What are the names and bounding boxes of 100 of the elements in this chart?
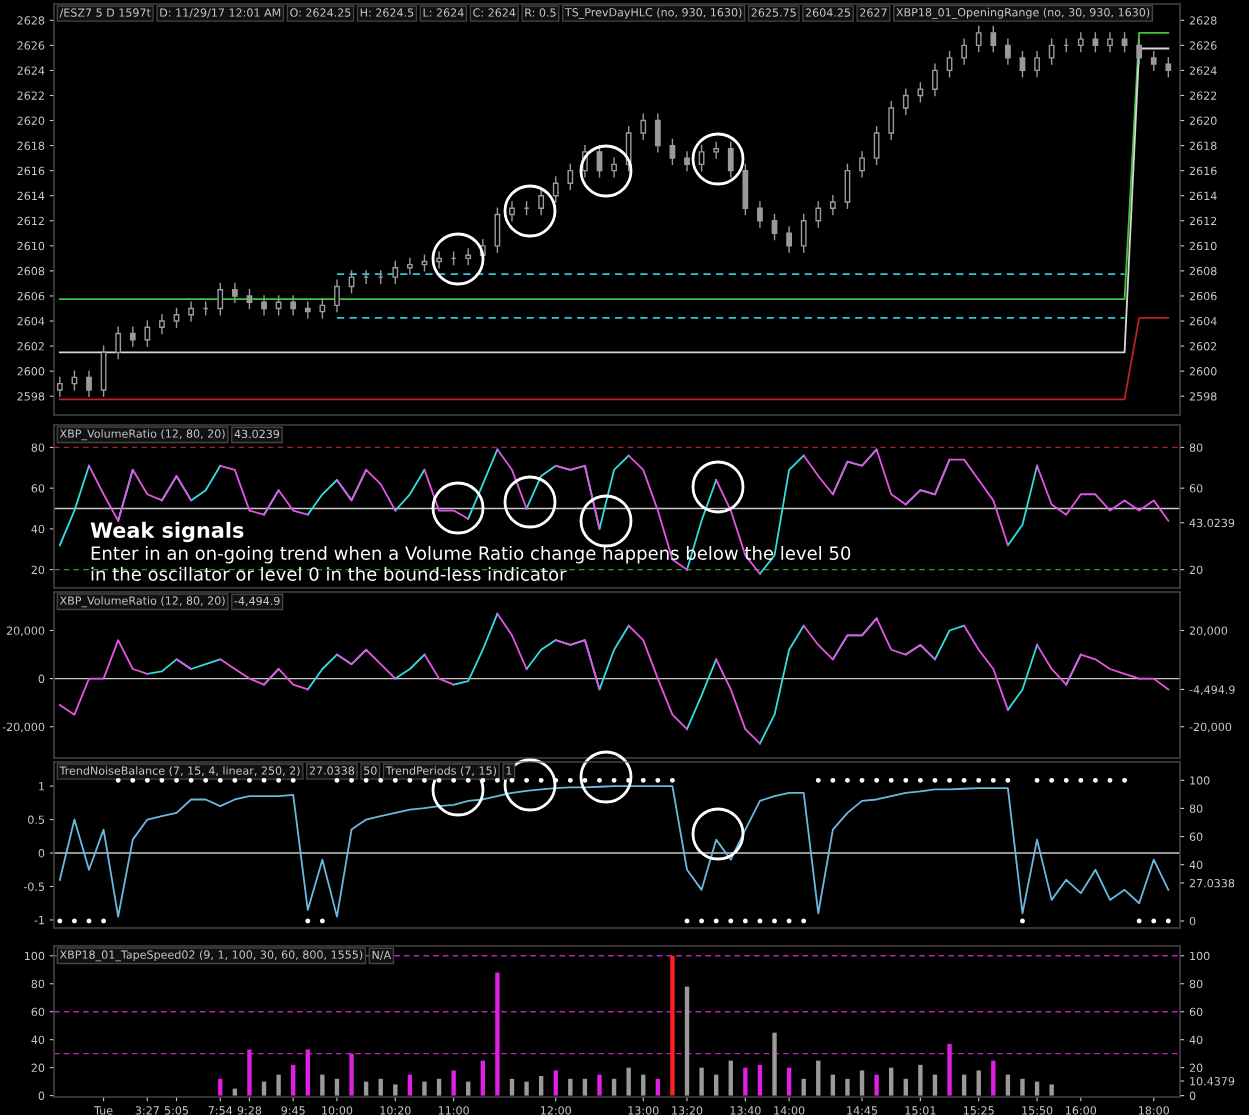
bar	[538, 1076, 544, 1096]
candlestick	[829, 195, 836, 216]
x-tick-label: 15:50	[1022, 1106, 1053, 1115]
candlestick	[319, 298, 326, 319]
bar	[699, 1067, 704, 1096]
candlestick	[56, 376, 63, 397]
candlestick	[407, 257, 413, 275]
y-tick-label: 2612	[1189, 216, 1217, 226]
candlestick	[917, 82, 924, 103]
candlestick	[727, 141, 734, 178]
y-tick-label: -0.5	[23, 882, 44, 891]
bar	[874, 1074, 879, 1096]
bar	[786, 1067, 792, 1096]
candlestick	[348, 270, 355, 294]
bar	[363, 1081, 369, 1096]
bar	[349, 1053, 354, 1096]
candlestick	[538, 188, 545, 216]
y2-tick-label: 27.0338	[1189, 878, 1235, 888]
bar	[568, 1078, 573, 1096]
candlestick	[246, 289, 253, 310]
annotation: XBP18_01_TapeSpeed02 (9, 1, 100, 30, 60, 800, 1555)	[59, 950, 363, 962]
bar	[713, 1074, 719, 1096]
x-tick-label: 15:01	[905, 1106, 936, 1115]
candlestick	[757, 201, 763, 228]
y-tick-label: 2602	[1189, 342, 1217, 351]
candlestick	[975, 25, 982, 53]
y-tick-label: -1	[34, 916, 44, 925]
bar	[393, 1084, 398, 1096]
candlestick	[611, 157, 617, 178]
bar	[903, 1078, 908, 1096]
candlestick	[771, 213, 778, 241]
y-tick-label: 2608	[1189, 266, 1217, 276]
candlestick	[698, 144, 705, 172]
bar	[597, 1074, 602, 1096]
bar	[859, 1070, 865, 1096]
candlestick	[946, 50, 953, 78]
candlestick	[173, 307, 180, 328]
candlestick	[392, 260, 399, 285]
x-tick-label: 12:00	[540, 1106, 572, 1115]
candlestick	[334, 279, 340, 313]
y-tick-label: 100	[24, 951, 45, 961]
candlestick	[1077, 32, 1084, 53]
bar	[261, 1081, 267, 1096]
candlestick	[1092, 32, 1099, 53]
bar	[801, 1078, 806, 1096]
bar	[728, 1060, 733, 1096]
bar	[655, 1078, 661, 1096]
bar	[1020, 1078, 1025, 1096]
y-tick-label: 0	[38, 1091, 45, 1100]
candlestick	[1136, 38, 1143, 65]
annotation: N/A	[372, 950, 392, 960]
candlestick	[1107, 32, 1113, 53]
y-tick-label: 2606	[1189, 291, 1217, 301]
bar	[407, 1074, 413, 1096]
bar	[480, 1060, 485, 1096]
bar	[582, 1078, 588, 1096]
annotation: TS_PrevDayHLC (no, 930, 1630)	[564, 7, 742, 19]
bar	[276, 1074, 281, 1096]
x-tick-label: 13:20	[672, 1106, 703, 1115]
candlestick	[1034, 50, 1040, 78]
candlestick	[1048, 38, 1055, 65]
y-tick-label: 0.5	[28, 815, 44, 824]
bar	[466, 1081, 471, 1096]
bar	[816, 1060, 821, 1096]
text: Weak signals	[90, 521, 244, 543]
x-tick-label: 7:54	[208, 1106, 233, 1115]
bar	[495, 972, 500, 1096]
bar	[991, 1060, 996, 1096]
bar	[232, 1088, 238, 1096]
annotation: TrendPeriods (7, 15)	[385, 766, 497, 777]
annotation: XBP_VolumeRatio (12, 80, 20)	[59, 429, 225, 441]
annotation: 43.0239	[234, 429, 280, 439]
candlestick	[932, 63, 938, 97]
bar	[772, 1032, 777, 1096]
bar	[641, 1074, 646, 1096]
annotation: L: 2624	[423, 8, 464, 17]
annotation: /ESZ7 5 D 1597t	[59, 8, 151, 18]
x-tick-label: 11:00	[438, 1106, 469, 1115]
candlestick	[1150, 50, 1157, 72]
annotation: 27.0338	[309, 766, 355, 775]
y2-tick-label: 43.0239	[1189, 518, 1235, 528]
y-tick-label: 0	[38, 674, 45, 683]
annotation: 2625.75	[751, 8, 796, 17]
annotation: XBP18_01_OpeningRange (no, 30, 930, 1630)	[896, 7, 1150, 19]
annotation: 1	[506, 766, 512, 775]
candlestick	[86, 370, 92, 397]
candlestick	[786, 226, 792, 253]
x-tick-label: 10:00	[322, 1106, 353, 1115]
x-tick-label: 13:40	[730, 1106, 761, 1115]
candlestick	[115, 326, 122, 360]
y-tick-label: 2624	[1189, 66, 1217, 75]
candlestick	[669, 138, 676, 166]
annotation: 50	[364, 766, 377, 775]
bar	[436, 1078, 442, 1096]
candlestick	[713, 141, 720, 159]
bar	[378, 1078, 383, 1096]
candlestick	[859, 151, 865, 178]
bar	[932, 1074, 938, 1096]
bar	[743, 1067, 748, 1096]
candlestick	[509, 201, 515, 222]
